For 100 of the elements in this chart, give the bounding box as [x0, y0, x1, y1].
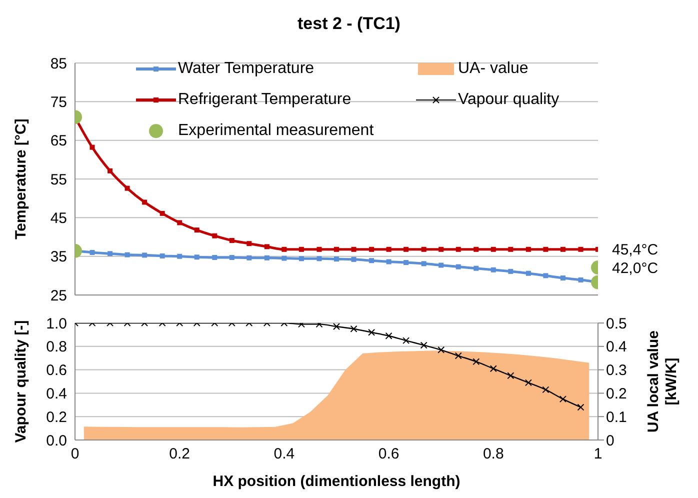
y-tick-label: 0.8 — [46, 338, 67, 356]
point — [524, 379, 532, 386]
point — [246, 241, 252, 246]
point — [526, 246, 531, 252]
point — [474, 246, 479, 252]
point — [560, 246, 566, 252]
point — [334, 256, 339, 262]
point — [438, 346, 445, 354]
y-tick-label: 45 — [50, 210, 67, 227]
y2-tick-label: 0 — [606, 432, 614, 450]
point — [404, 260, 409, 266]
point — [316, 256, 322, 262]
legend-label: Water Temperature — [178, 60, 314, 78]
point — [124, 186, 130, 191]
y2-axis-title: UA local value [kW/K] — [645, 330, 680, 432]
point — [385, 332, 392, 340]
point — [472, 358, 480, 366]
point — [474, 266, 479, 271]
point — [508, 246, 514, 252]
x-tick-label: 0.6 — [378, 446, 400, 463]
point — [351, 246, 356, 252]
y-tick-label: 1.0 — [46, 315, 67, 332]
point — [142, 252, 148, 258]
point — [577, 404, 584, 411]
point — [369, 258, 374, 264]
point — [490, 365, 497, 372]
legend-label: Experimental measurement — [178, 122, 374, 140]
point — [282, 256, 287, 261]
point — [526, 270, 531, 276]
y-tick-label: 0.2 — [46, 408, 67, 426]
point — [108, 168, 113, 174]
point — [490, 267, 496, 272]
point — [177, 254, 182, 259]
point — [402, 337, 410, 344]
point — [90, 250, 95, 255]
point — [160, 210, 165, 216]
y-tick-label: 0.6 — [46, 362, 67, 380]
point — [543, 246, 548, 252]
y2-tick-label: 0.2 — [606, 386, 627, 403]
point — [264, 255, 270, 260]
point — [351, 256, 356, 262]
point — [298, 246, 304, 252]
point — [421, 261, 426, 266]
point — [298, 256, 304, 262]
point — [350, 325, 358, 332]
annotation: 42,0°C — [612, 260, 658, 277]
y-tick-label: 25 — [50, 287, 67, 304]
point — [369, 246, 374, 252]
x-tick-label: 0 — [70, 446, 80, 463]
y-tick-label: 55 — [50, 171, 67, 188]
point — [454, 352, 462, 360]
point — [542, 386, 550, 394]
legend-label: UA- value — [458, 60, 528, 78]
y2-tick-label: 0.1 — [606, 408, 627, 426]
point — [142, 200, 148, 205]
y-tick-label: 85 — [50, 55, 67, 72]
point — [316, 246, 322, 252]
point — [560, 275, 566, 280]
annotation: 45,4°C — [612, 242, 658, 259]
point — [368, 328, 376, 336]
y-tick-label: 65 — [50, 132, 67, 150]
point — [543, 273, 548, 278]
point — [90, 144, 95, 150]
point — [333, 323, 340, 330]
point — [508, 268, 514, 274]
point — [212, 254, 218, 260]
point — [334, 246, 339, 252]
point — [386, 246, 392, 252]
y2-tick-label: 0.5 — [606, 315, 627, 332]
point — [420, 342, 428, 349]
point — [456, 246, 461, 252]
point — [264, 244, 270, 250]
point — [438, 246, 444, 252]
y2-tick-label: 0.3 — [606, 362, 627, 380]
point — [229, 238, 234, 243]
y-tick-label: 0.4 — [46, 386, 67, 403]
point — [559, 396, 566, 403]
legend-label: Vapour quality — [458, 90, 560, 108]
x-tick-label: 0.2 — [169, 446, 190, 463]
point — [507, 372, 514, 380]
y-tick-label: 35 — [50, 248, 67, 266]
point — [404, 246, 409, 252]
point — [456, 264, 461, 270]
point — [578, 246, 584, 252]
y2-tick-label: 0.4 — [606, 338, 627, 356]
point — [282, 246, 287, 252]
chart-title: test 2 - (TC1) — [296, 14, 402, 34]
point — [177, 220, 182, 226]
point — [108, 251, 113, 256]
point — [246, 255, 252, 260]
y-tick-label: 0.0 — [46, 432, 67, 450]
x-tick-label: 0.8 — [482, 446, 504, 463]
point — [578, 277, 584, 282]
point — [160, 253, 165, 258]
y-axis-title: Temperature [°C] — [12, 118, 30, 240]
point — [490, 246, 496, 252]
point — [194, 254, 200, 260]
y-axis-title: Vapour quality [-] — [12, 320, 30, 443]
point — [212, 233, 218, 238]
point — [194, 228, 200, 233]
